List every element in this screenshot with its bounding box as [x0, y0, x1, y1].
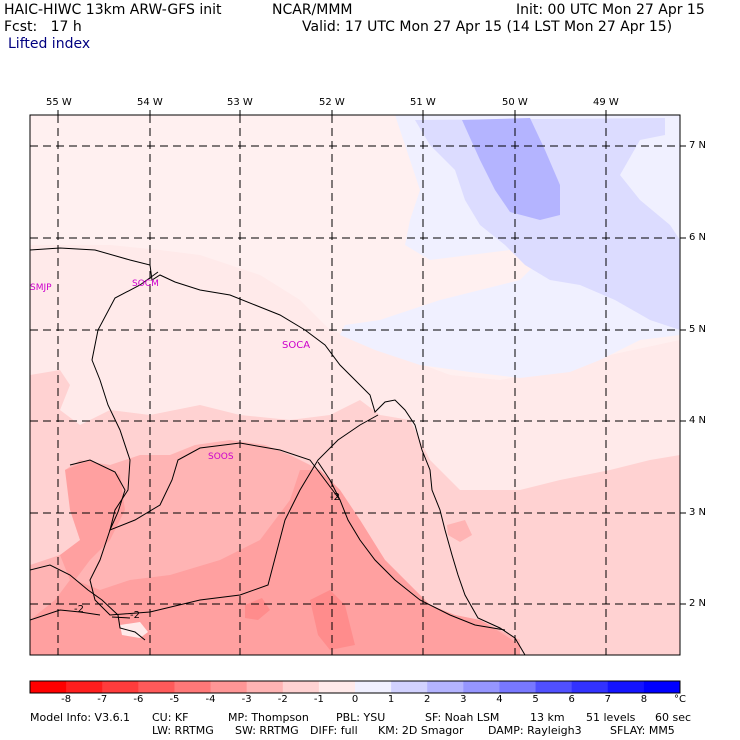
- colorbar-level-label: 3: [460, 694, 467, 705]
- timestep: 60 sec: [655, 711, 692, 724]
- lon-label-54w: 54 W: [137, 97, 163, 108]
- colorbar-level-label: 1: [387, 694, 395, 705]
- positive-region-2: [415, 118, 680, 330]
- lat-label-6n: 6 N: [689, 232, 707, 243]
- cu-scheme: CU: KF: [152, 711, 189, 724]
- contour-label: -2: [130, 610, 140, 621]
- init-time: Init: 00 UTC Mon 27 Apr 15: [516, 2, 705, 18]
- coastal-patch: [447, 520, 472, 542]
- lon-label-49w: 49 W: [593, 97, 619, 108]
- lat-label-7n: 7 N: [689, 140, 707, 151]
- lon-label-55w: 55 W: [46, 97, 72, 108]
- diff-scheme: DIFF: full: [310, 724, 358, 737]
- colorbar-level-label: -8: [61, 694, 72, 705]
- axis-ticks: [57, 110, 686, 605]
- colorbar-level-label: 2: [424, 694, 431, 705]
- sf-scheme: SF: Noah LSM: [425, 711, 500, 724]
- colorbar-level-label: -3: [241, 694, 252, 705]
- km-scheme: KM: 2D Smagor: [378, 724, 464, 737]
- lat-label-2n: 2 N: [689, 598, 707, 609]
- colorbar-level-label: -2: [277, 694, 288, 705]
- lon-label-53w: 53 W: [227, 97, 253, 108]
- minus-four-patch-1: [310, 590, 355, 650]
- colorbar-unit: °C: [674, 694, 686, 705]
- coastlines: [30, 247, 526, 655]
- colorbar-level-label: -4: [205, 694, 216, 705]
- valid-time: Valid: 17 UTC Mon 27 Apr 15 (14 LST Mon …: [302, 19, 673, 35]
- lat-label-4n: 4 N: [689, 415, 707, 426]
- colorbar-level-label: 4: [496, 694, 503, 705]
- station-smjp: SMJP: [30, 283, 52, 293]
- damp-scheme: DAMP: Rayleigh3: [488, 724, 582, 737]
- colorbar-level-label: 6: [568, 694, 575, 705]
- lat-label-5n: 5 N: [689, 324, 707, 335]
- resolution: 13 km: [530, 711, 565, 724]
- lon-label-50w: 50 W: [502, 97, 528, 108]
- colorbar-level-label: 0: [351, 694, 359, 705]
- lw-scheme: LW: RRTMG: [152, 724, 214, 737]
- sw-scheme: SW: RRTMG: [235, 724, 299, 737]
- station-socm: SOCM: [132, 279, 159, 289]
- lon-label-52w: 52 W: [319, 97, 345, 108]
- forecast-hour: Fcst: 17 h: [4, 19, 82, 35]
- map-frame: [29, 114, 681, 656]
- field-name: Lifted index: [8, 36, 91, 52]
- colorbar-level-label: -7: [97, 694, 108, 705]
- colorbar-level-label: 8: [640, 694, 648, 705]
- colorbar-level-label: -5: [169, 694, 180, 705]
- light-patch: [120, 622, 148, 638]
- model-info: Model Info: V3.6.1: [30, 711, 131, 724]
- colorbar-level-label: -1: [313, 694, 324, 705]
- station-soos: SOOS: [208, 452, 234, 462]
- sflay-scheme: SFLAY: MM5: [610, 724, 675, 737]
- lat-label-3n: 3 N: [689, 507, 707, 518]
- positive-region-3: [462, 118, 560, 220]
- station-soca: SOCA: [282, 340, 311, 351]
- mp-scheme: MP: Thompson: [228, 711, 309, 724]
- lon-label-51w: 51 W: [410, 97, 436, 108]
- levels: 51 levels: [586, 711, 636, 724]
- colorbar-level-label: -6: [133, 694, 144, 705]
- colorbar-level-label: 7: [604, 694, 611, 705]
- contours: [30, 442, 341, 621]
- colorbar-level-label: 5: [532, 694, 539, 705]
- contour-label: -2: [330, 492, 340, 503]
- map-title: HAIC-HIWC 13km ARW-GFS init: [4, 2, 222, 18]
- org-label: NCAR/MMM: [272, 2, 353, 18]
- contour-label: -2: [74, 604, 84, 615]
- graticule: [30, 115, 680, 655]
- pbl-scheme: PBL: YSU: [336, 711, 386, 724]
